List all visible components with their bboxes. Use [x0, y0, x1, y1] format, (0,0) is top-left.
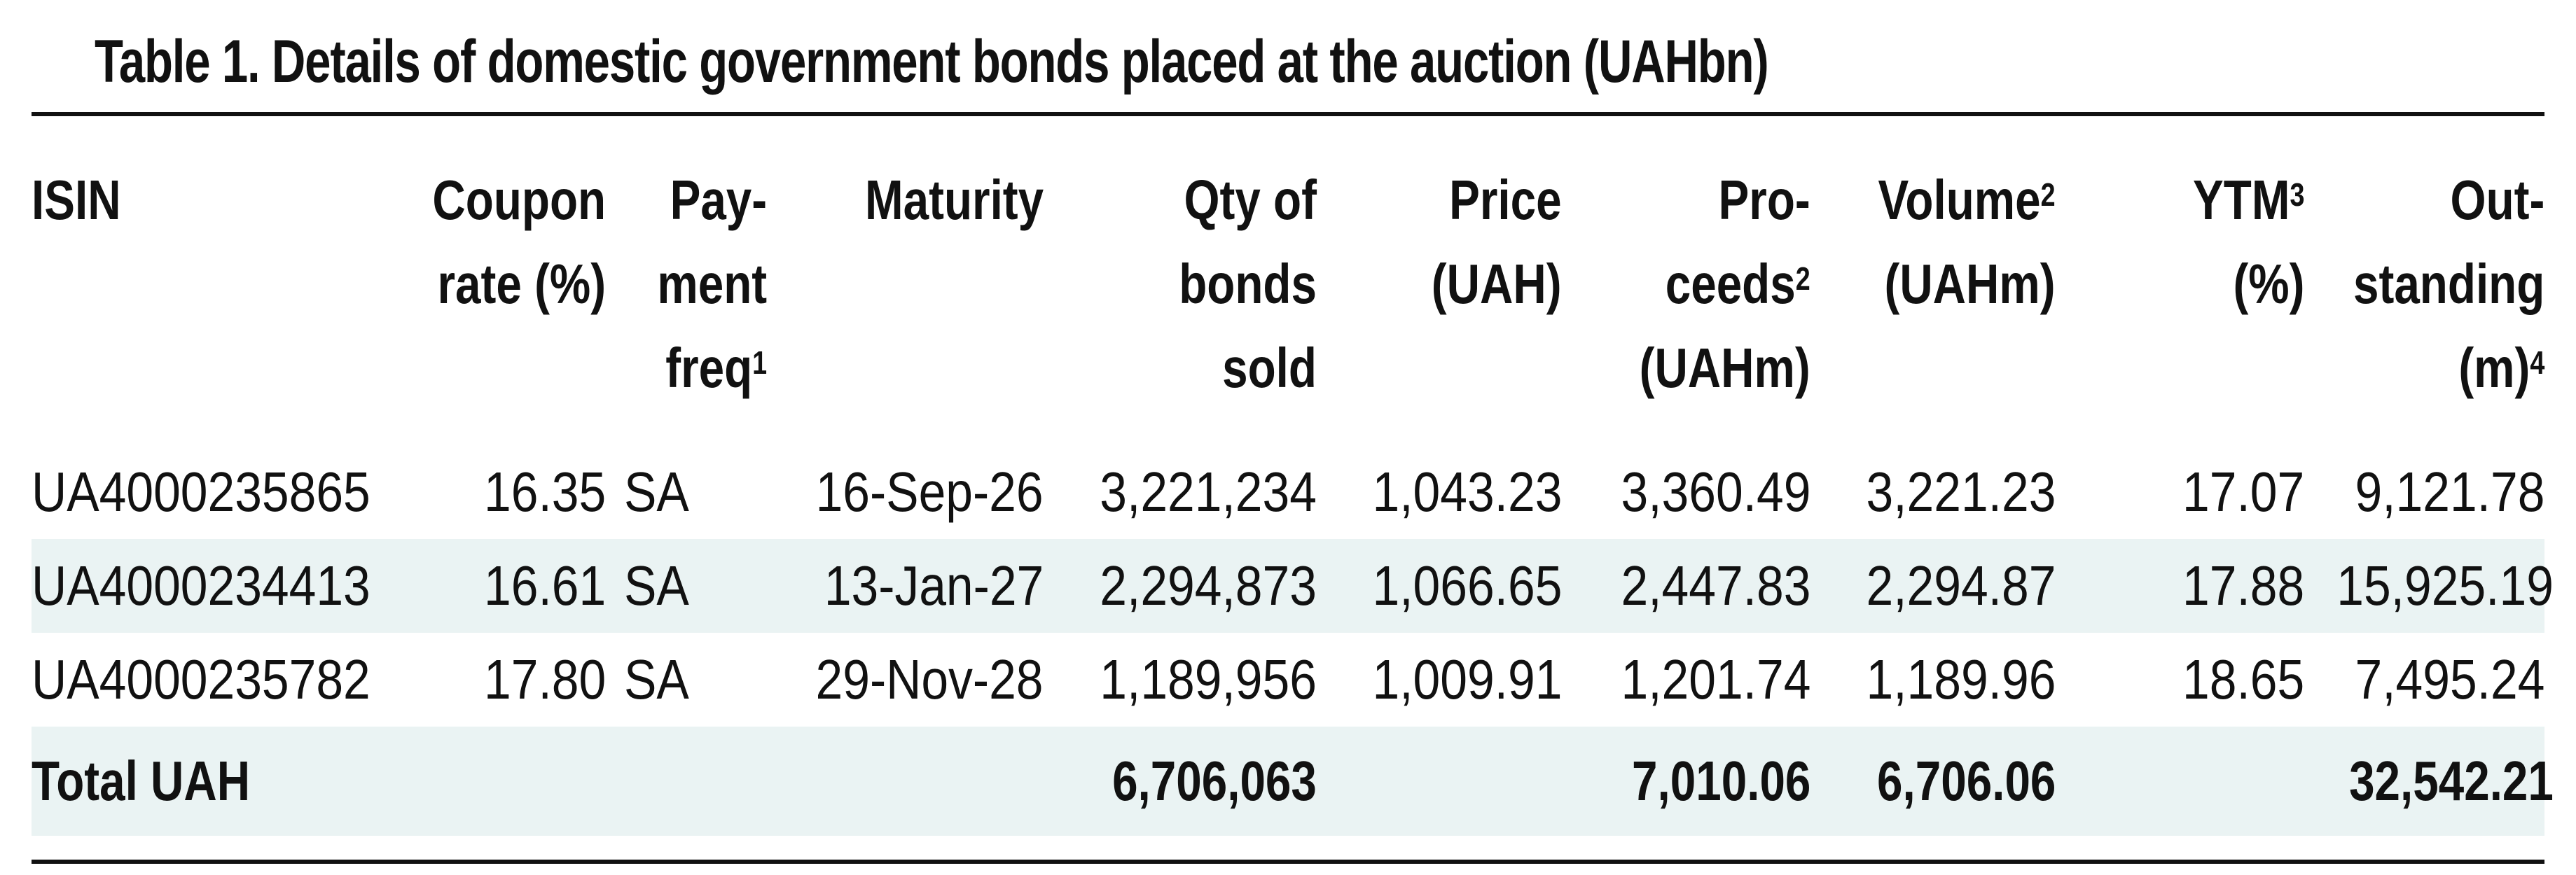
cell-ytm: 17.88 [2056, 539, 2304, 633]
cell-outstanding: 9,121.78 [2355, 461, 2544, 523]
footnote-marker: 4 [2530, 344, 2544, 381]
total-proceeds: 7,010.06 [1562, 727, 1810, 836]
footnote-marker: 2 [1796, 260, 1810, 297]
col-header-payment-freq: Pay-ment freq1 [657, 169, 767, 399]
cell-proceeds: 1,201.74 [1621, 648, 1810, 710]
cell-ytm: 18.65 [2182, 648, 2304, 710]
cell-payment: SA [624, 648, 689, 710]
total-row: Total UAH 6,706,063 7,010.06 6,706.06 32… [32, 727, 2554, 836]
bonds-table: ISIN Coupon rate (%) Pay-ment freq1 Maturi… [32, 118, 2554, 836]
footnote-marker: 3 [2290, 176, 2304, 213]
col-header-coupon-rate: Coupon rate (%) [432, 169, 606, 315]
total-qty: 6,706,063 [1044, 727, 1317, 836]
top-rule [32, 112, 2544, 116]
cell-proceeds: 3,360.49 [1621, 461, 1810, 523]
total-label: Total UAH [32, 727, 382, 836]
table-row: UA4000235865 16.35 SA 16-Sep-26 3,221,23… [32, 410, 2544, 539]
header-row: ISIN Coupon rate (%) Pay-ment freq1 Maturi… [32, 118, 2544, 410]
cell-isin: UA4000235865 [32, 461, 371, 523]
cell-payment: SA [606, 539, 767, 633]
cell-maturity: 16-Sep-26 [815, 461, 1044, 523]
bottom-rule [32, 860, 2544, 864]
cell-outstanding: 15,925.19 [2304, 539, 2554, 633]
cell-volume: 2,294.87 [1810, 539, 2056, 633]
cell-payment: SA [624, 461, 689, 523]
col-header-proceeds: Pro-ceeds2 (UAHm) [1639, 169, 1810, 399]
cell-price: 1,066.65 [1317, 539, 1562, 633]
table-row: UA4000235782 17.80 SA 29-Nov-28 1,189,95… [32, 633, 2544, 727]
cell-volume: 1,189.96 [1866, 648, 2056, 710]
cell-isin: UA4000234413 [32, 539, 382, 633]
total-volume: 6,706.06 [1810, 727, 2056, 836]
cell-proceeds: 2,447.83 [1562, 539, 1810, 633]
cell-price: 1,009.91 [1372, 648, 1562, 710]
cell-qty: 3,221,234 [1100, 461, 1317, 523]
cell-ytm: 17.07 [2182, 461, 2304, 523]
footnote-marker: 2 [2041, 176, 2056, 213]
cell-isin: UA4000235782 [32, 648, 371, 710]
col-header-price: Price (UAH) [1432, 169, 1562, 315]
cell-price: 1,043.23 [1372, 461, 1562, 523]
col-header-outstanding: Out-standing (m)4 [2353, 169, 2544, 399]
col-header-qty-sold: Qty of bonds sold [1179, 169, 1317, 399]
col-header-volume: Volume2 (UAHm) [1878, 169, 2056, 315]
cell-qty: 1,189,956 [1100, 648, 1317, 710]
cell-qty: 2,294,873 [1044, 539, 1317, 633]
total-outstanding: 32,542.21 [2304, 727, 2554, 836]
col-header-maturity: Maturity [864, 169, 1044, 231]
cell-coupon: 17.80 [483, 648, 606, 710]
cell-maturity: 29-Nov-28 [816, 648, 1044, 710]
cell-outstanding: 7,495.24 [2355, 648, 2544, 710]
footnote-marker: 1 [752, 344, 767, 381]
cell-coupon: 16.35 [483, 461, 606, 523]
cell-coupon: 16.61 [382, 539, 606, 633]
cell-maturity: 13-Jan-27 [767, 539, 1044, 633]
cell-volume: 3,221.23 [1866, 461, 2056, 523]
col-header-isin: ISIN [32, 169, 121, 231]
table-title: Table 1. Details of domestic government … [95, 28, 1769, 95]
col-header-ytm: YTM3 (%) [2192, 169, 2304, 315]
table-row: UA4000234413 16.61 SA 13-Jan-27 2,294,87… [32, 539, 2554, 633]
